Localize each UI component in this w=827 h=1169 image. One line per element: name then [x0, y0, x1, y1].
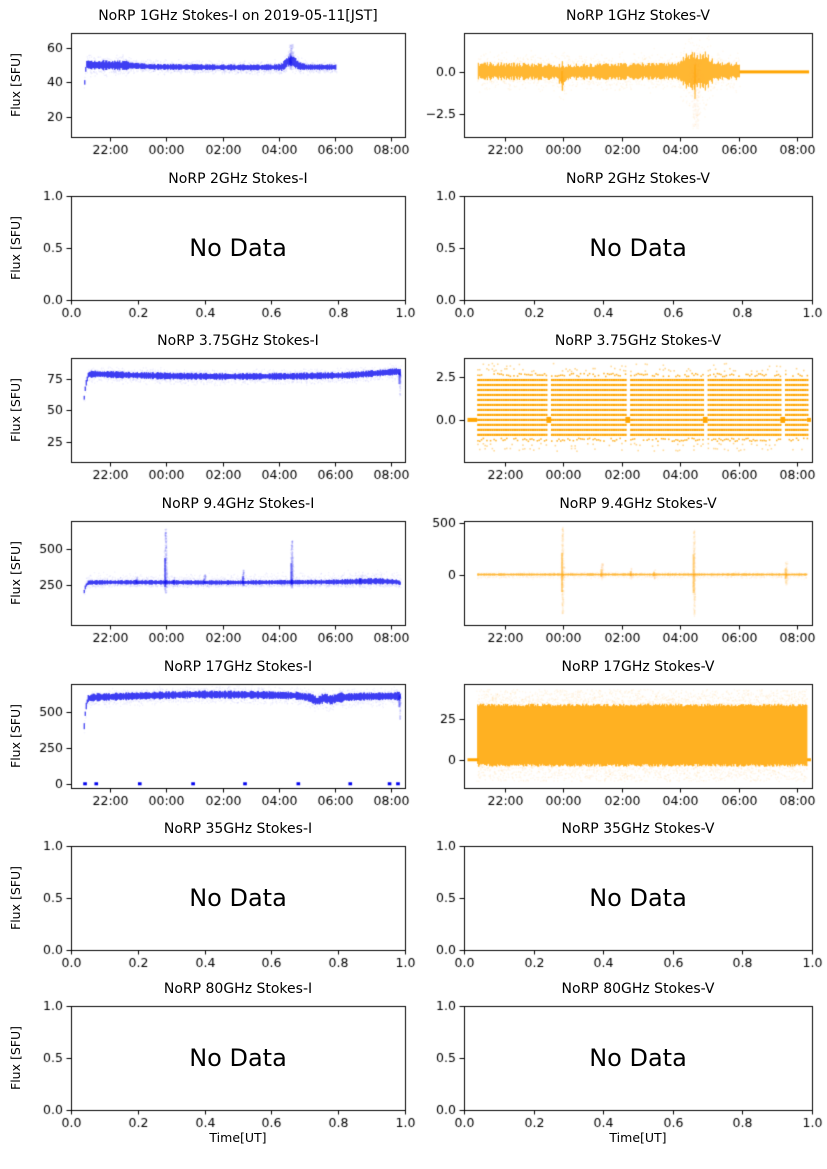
figure-canvas	[0, 0, 827, 1169]
norp-daily-plot-figure: NoRP 1GHz Stokes-I on 2019-05-11[JST] Fl…	[0, 0, 827, 1169]
